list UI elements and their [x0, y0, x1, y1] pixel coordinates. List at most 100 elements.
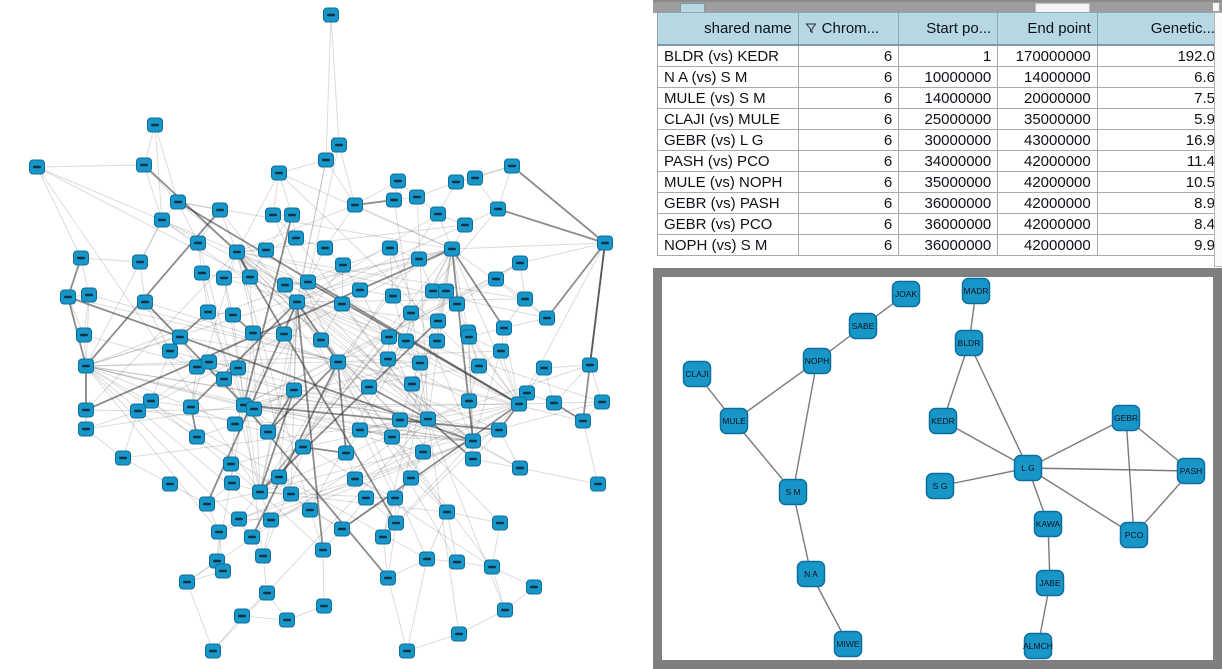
- network-node[interactable]: [334, 521, 350, 537]
- network-node[interactable]: [536, 360, 552, 376]
- network-node[interactable]: [276, 326, 292, 342]
- table-row[interactable]: GEBR (vs) L G 6 30000000 43000000 16.9: [657, 129, 1222, 151]
- graph-node-joak[interactable]: JOAK: [891, 280, 921, 308]
- graph-node-pash[interactable]: PASH: [1176, 457, 1206, 485]
- network-node[interactable]: [199, 496, 215, 512]
- network-node[interactable]: [263, 512, 279, 528]
- network-node[interactable]: [271, 165, 287, 181]
- network-node[interactable]: [246, 401, 262, 417]
- network-node[interactable]: [78, 358, 94, 374]
- network-node[interactable]: [147, 117, 163, 133]
- network-node[interactable]: [380, 351, 396, 367]
- network-node[interactable]: [170, 194, 186, 210]
- network-node[interactable]: [286, 382, 302, 398]
- network-node[interactable]: [225, 307, 241, 323]
- network-node[interactable]: [493, 343, 509, 359]
- network-node[interactable]: [403, 470, 419, 486]
- network-node[interactable]: [313, 332, 329, 348]
- network-node[interactable]: [411, 251, 427, 267]
- network-node[interactable]: [242, 269, 258, 285]
- table-row[interactable]: PASH (vs) PCO 6 34000000 42000000 11.4: [657, 150, 1222, 172]
- network-node[interactable]: [430, 313, 446, 329]
- network-node[interactable]: [277, 277, 293, 293]
- network-node[interactable]: [381, 329, 397, 345]
- network-node[interactable]: [331, 137, 347, 153]
- network-node[interactable]: [295, 439, 311, 455]
- network-node[interactable]: [136, 157, 152, 173]
- network-node[interactable]: [465, 451, 481, 467]
- table-row[interactable]: MULE (vs) NOPH 6 35000000 42000000 10.5: [657, 171, 1222, 193]
- network-node[interactable]: [511, 396, 527, 412]
- network-node[interactable]: [496, 320, 512, 336]
- network-node[interactable]: [234, 608, 250, 624]
- network-node[interactable]: [380, 570, 396, 586]
- graph-node-n-a[interactable]: N A: [796, 560, 826, 588]
- column-header-4[interactable]: Genetic...: [1096, 12, 1222, 46]
- network-node[interactable]: [190, 235, 206, 251]
- network-node[interactable]: [205, 643, 221, 659]
- network-node[interactable]: [490, 201, 506, 217]
- network-node[interactable]: [258, 242, 274, 258]
- network-node[interactable]: [183, 399, 199, 415]
- network-node[interactable]: [223, 456, 239, 472]
- column-header-1[interactable]: Chrom...: [797, 12, 900, 46]
- network-node[interactable]: [323, 7, 339, 23]
- network-node[interactable]: [457, 217, 473, 233]
- graph-node-claji[interactable]: CLAJI: [682, 360, 712, 388]
- network-node[interactable]: [73, 250, 89, 266]
- network-node[interactable]: [154, 212, 170, 228]
- network-node[interactable]: [189, 359, 205, 375]
- network-node[interactable]: [335, 257, 351, 273]
- table-row[interactable]: NOPH (vs) S M 6 36000000 42000000 9.9: [657, 234, 1222, 256]
- network-node[interactable]: [300, 274, 316, 290]
- network-node[interactable]: [271, 469, 287, 485]
- network-node[interactable]: [403, 305, 419, 321]
- network-node[interactable]: [315, 542, 331, 558]
- network-node[interactable]: [409, 189, 425, 205]
- network-node[interactable]: [444, 241, 460, 257]
- graph-node-pco[interactable]: PCO: [1119, 521, 1149, 549]
- graph-node-mule[interactable]: MULE: [719, 407, 749, 435]
- network-node[interactable]: [451, 626, 467, 642]
- network-node[interactable]: [259, 585, 275, 601]
- network-node[interactable]: [302, 502, 318, 518]
- network-node[interactable]: [398, 333, 414, 349]
- network-node[interactable]: [330, 354, 346, 370]
- network-node[interactable]: [594, 394, 610, 410]
- table-row[interactable]: BLDR (vs) KEDR 6 1 170000000 192.0: [657, 44, 1222, 67]
- network-node[interactable]: [289, 294, 305, 310]
- network-node[interactable]: [316, 598, 332, 614]
- network-node[interactable]: [512, 255, 528, 271]
- network-node[interactable]: [361, 379, 377, 395]
- graph-node-almch[interactable]: ALMCH: [1023, 632, 1053, 660]
- network-node[interactable]: [78, 421, 94, 437]
- network-node[interactable]: [582, 357, 598, 373]
- graph-node-miwe[interactable]: MIWE: [833, 630, 863, 658]
- network-node[interactable]: [211, 524, 227, 540]
- network-node[interactable]: [338, 445, 354, 461]
- network-node[interactable]: [318, 152, 334, 168]
- filter-icon[interactable]: [805, 22, 817, 34]
- table-row[interactable]: MULE (vs) S M 6 14000000 20000000 7.5: [657, 87, 1222, 109]
- graph-node-kawa[interactable]: KAWA: [1033, 510, 1063, 538]
- main-network-canvas[interactable]: [0, 0, 653, 669]
- network-node[interactable]: [519, 385, 535, 401]
- network-node[interactable]: [189, 429, 205, 445]
- network-node[interactable]: [517, 291, 533, 307]
- network-node[interactable]: [465, 433, 481, 449]
- network-node[interactable]: [491, 422, 507, 438]
- network-node[interactable]: [78, 402, 94, 418]
- network-node[interactable]: [260, 424, 276, 440]
- network-node[interactable]: [448, 174, 464, 190]
- network-node[interactable]: [492, 515, 508, 531]
- network-node[interactable]: [244, 529, 260, 545]
- network-node[interactable]: [385, 288, 401, 304]
- network-node[interactable]: [352, 282, 368, 298]
- network-node[interactable]: [461, 393, 477, 409]
- table-row[interactable]: GEBR (vs) PASH 6 36000000 42000000 8.9: [657, 192, 1222, 214]
- network-node[interactable]: [399, 643, 415, 659]
- network-node[interactable]: [358, 490, 374, 506]
- network-node[interactable]: [471, 358, 487, 374]
- network-node[interactable]: [387, 490, 403, 506]
- network-node[interactable]: [412, 355, 428, 371]
